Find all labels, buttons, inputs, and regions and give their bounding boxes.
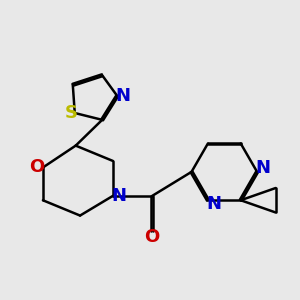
- Text: N: N: [256, 159, 271, 177]
- Text: N: N: [112, 187, 127, 205]
- Text: O: O: [30, 158, 45, 176]
- Text: O: O: [145, 228, 160, 246]
- Text: N: N: [115, 87, 130, 105]
- Text: N: N: [206, 195, 221, 213]
- Text: S: S: [65, 104, 78, 122]
